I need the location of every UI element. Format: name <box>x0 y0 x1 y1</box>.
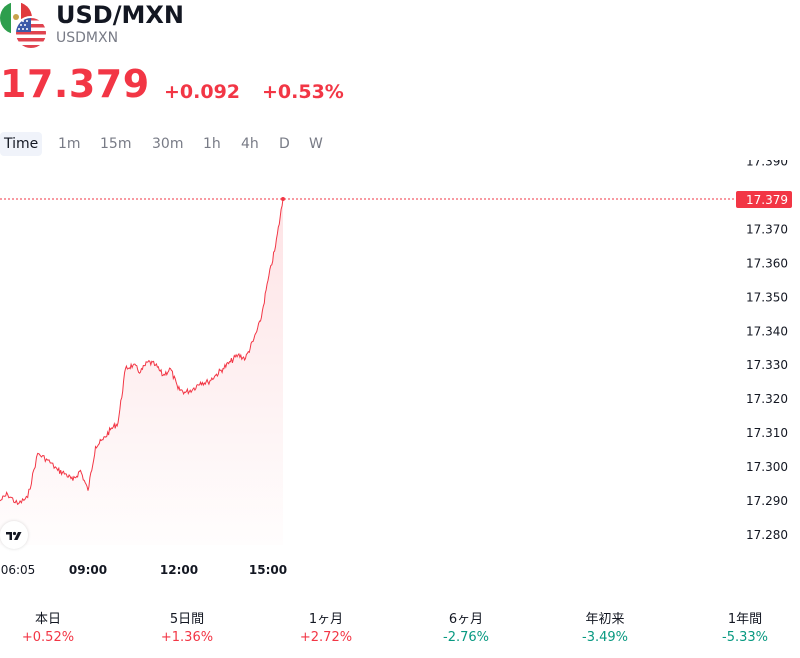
x-tick-label: 09:00 <box>69 563 107 577</box>
y-tick-label: 17.370 <box>746 223 788 237</box>
last-price-badge <box>736 191 792 209</box>
y-tick-label: 17.390 <box>746 160 788 169</box>
y-tick-label: 17.330 <box>746 358 788 372</box>
price-area <box>0 199 283 545</box>
y-tick-label: 17.280 <box>746 528 788 542</box>
y-tick-label: 17.320 <box>746 392 788 406</box>
tab-w[interactable]: W <box>309 136 323 152</box>
y-tick-label: 17.350 <box>746 290 788 304</box>
period-value: -3.49% <box>582 630 628 645</box>
period-value: -5.33% <box>722 630 768 645</box>
tradingview-logo-icon[interactable] <box>0 521 28 549</box>
period-value: +2.72% <box>299 630 353 645</box>
currency-flags-icon <box>0 2 48 50</box>
period-value: +0.52% <box>21 630 75 645</box>
tab-d[interactable]: D <box>279 136 290 152</box>
tab-1m[interactable]: 1m <box>58 136 81 152</box>
period-label: 本日 <box>34 612 61 627</box>
y-tick-label: 17.310 <box>746 426 788 440</box>
last-price-dot <box>281 197 285 202</box>
symbol-header: USD/MXN USDMXN <box>0 0 800 60</box>
tab-time[interactable]: Time <box>0 132 43 156</box>
last-price-label: 17.379 <box>746 193 788 207</box>
y-tick-label: 17.300 <box>746 460 788 474</box>
x-tick-label: 15:00 <box>249 563 287 577</box>
tab-30m[interactable]: 30m <box>152 136 184 152</box>
period-label: 6ヶ月 <box>448 612 484 627</box>
y-tick-label: 17.340 <box>746 324 788 338</box>
tab-15m[interactable]: 15m <box>100 136 132 152</box>
y-tick-label: 17.290 <box>746 494 788 508</box>
period-1-year[interactable]: 1年間 -5.33% <box>697 611 793 647</box>
period-label: 5日間 <box>169 612 205 627</box>
period-value: -2.76% <box>443 630 489 645</box>
period-today[interactable]: 本日 +0.52% <box>0 611 96 647</box>
period-label: 年初来 <box>585 612 625 627</box>
last-price: 17.379 <box>0 62 150 106</box>
price-line <box>0 198 284 506</box>
quote-panel: 17.379 +0.092 +0.53% <box>0 62 800 112</box>
symbol-code: USDMXN <box>56 30 119 46</box>
y-tick-label: 17.360 <box>746 256 788 270</box>
x-tick-label: 12:00 <box>160 563 198 577</box>
price-change-percent: +0.53% <box>262 81 344 103</box>
period-6-months[interactable]: 6ヶ月 -2.76% <box>418 611 514 647</box>
period-ytd[interactable]: 年初来 -3.49% <box>557 611 653 647</box>
tab-1h[interactable]: 1h <box>203 136 221 152</box>
symbol-title: USD/MXN <box>56 1 184 29</box>
tab-4h[interactable]: 4h <box>241 136 259 152</box>
price-chart[interactable]: 17.379 17.390 17.370 17.360 17.350 17.340 17.… <box>0 160 800 590</box>
price-change: +0.092 <box>164 81 241 103</box>
period-value: +1.36% <box>160 630 214 645</box>
period-5-days[interactable]: 5日間 +1.36% <box>139 611 235 647</box>
performance-periods: 本日 +0.52% 5日間 +1.36% 1ヶ月 +2.72% 6ヶ月 -2.7… <box>0 611 800 651</box>
period-label: 1ヶ月 <box>308 612 344 627</box>
period-1-month[interactable]: 1ヶ月 +2.72% <box>278 611 374 647</box>
x-tick-label: 06:05 <box>1 563 36 577</box>
period-label: 1年間 <box>727 612 763 627</box>
